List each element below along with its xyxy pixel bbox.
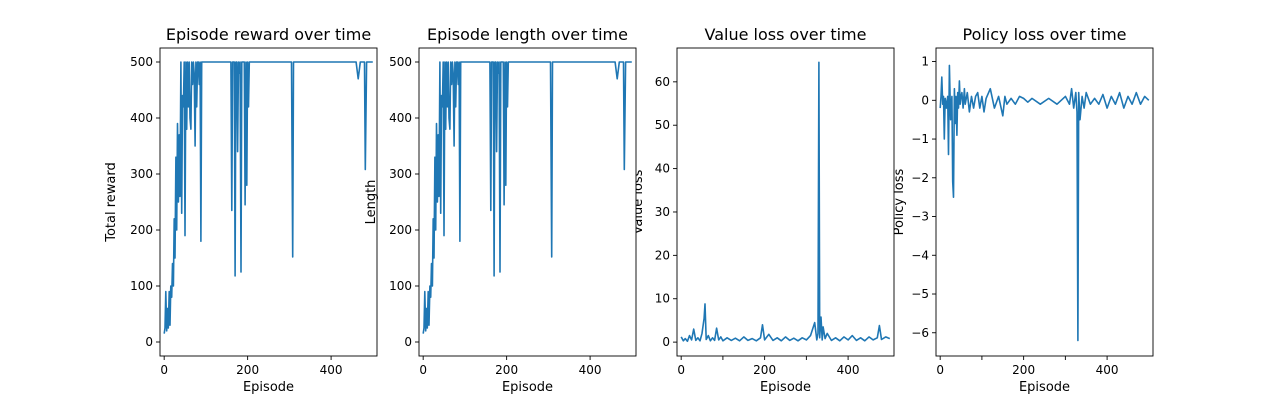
chart-panel-1: Episode reward over time 0 200 400 0 100 200 30… (130, 25, 378, 395)
y-tick-label-200: 200 (389, 223, 412, 237)
y-tick-label-40: 40 (655, 162, 670, 176)
y-tick-label-5: −5 (911, 287, 929, 301)
y-tick-label-0: 0 (404, 335, 412, 349)
x-tick-label-0: 0 (677, 363, 685, 377)
chart-title: Episode reward over time (166, 25, 371, 44)
y-tick-label-100: 100 (389, 279, 412, 293)
plot-background (419, 48, 636, 356)
series-line-2-1 (422, 61, 632, 334)
y-tick-label-4: −4 (911, 248, 929, 262)
plot-frame (418, 47, 637, 357)
y-tick-label-200: 200 (130, 223, 153, 237)
x-tick-label-0: 0 (419, 363, 427, 377)
x-tick-label-0: 0 (160, 363, 168, 377)
x-axis-label: Episode (502, 380, 553, 395)
x-axis-label: Episode (760, 380, 811, 395)
series-line-1-1 (163, 61, 373, 334)
y-tick-label-1: −1 (911, 132, 929, 146)
x-tick-label-200: 200 (753, 363, 776, 377)
y-tick-label-100: 100 (130, 279, 153, 293)
plot-frame (935, 47, 1154, 357)
plot-frame (159, 47, 378, 357)
y-tick-label-500: 500 (130, 55, 153, 69)
y-tick-label-300: 300 (130, 167, 153, 181)
y-tick-label-10: 10 (655, 292, 670, 306)
plot-background (677, 48, 894, 356)
x-tick-label-400: 400 (579, 363, 602, 377)
chart-panel-4: Policy loss over time 0 200 400 −6 −5 −4 −3 −2 −1… (911, 25, 1154, 395)
chart-title: Episode length over time (427, 25, 628, 44)
chart-panel-2: Episode length over time 0 200 400 0 100 200 30… (389, 25, 637, 395)
series-line-3-1 (680, 61, 891, 343)
y-tick-label-1: 1 (921, 55, 929, 69)
y-tick-label-300: 300 (389, 167, 412, 181)
y-tick-label-30: 30 (655, 205, 670, 219)
x-tick-label-200: 200 (495, 363, 518, 377)
x-axis-label: Episode (1019, 380, 1070, 395)
y-axis-label: Total reward (104, 162, 119, 243)
x-tick-label-400: 400 (837, 363, 860, 377)
y-axis-label: Length (364, 180, 379, 225)
chart-panel-3: Value loss over time 0 200 400 0 10 20 30 40 50 60… (655, 25, 895, 395)
x-tick-label-200: 200 (1012, 363, 1035, 377)
y-tick-label-60: 60 (655, 75, 670, 89)
y-tick-label-0: 0 (921, 93, 929, 107)
plot-frame (676, 47, 895, 357)
x-axis-label: Episode (243, 380, 294, 395)
x-tick-label-400: 400 (1096, 363, 1119, 377)
y-tick-label-20: 20 (655, 248, 670, 262)
y-tick-label-400: 400 (130, 111, 153, 125)
y-tick-label-0: 0 (662, 335, 670, 349)
y-tick-label-50: 50 (655, 118, 670, 132)
y-tick-label-500: 500 (389, 55, 412, 69)
x-tick-label-400: 400 (320, 363, 343, 377)
y-tick-label-6: −6 (911, 326, 929, 340)
chart-title: Policy loss over time (962, 25, 1126, 44)
series-line-4-1 (939, 64, 1150, 342)
y-axis-label: Policy loss (892, 168, 907, 235)
chart-title: Value loss over time (705, 25, 867, 44)
y-tick-label-3: −3 (911, 210, 929, 224)
x-tick-label-200: 200 (236, 363, 259, 377)
y-tick-label-0: 0 (145, 335, 153, 349)
y-tick-label-2: −2 (911, 171, 929, 185)
y-tick-label-400: 400 (389, 111, 412, 125)
x-tick-label-0: 0 (936, 363, 944, 377)
